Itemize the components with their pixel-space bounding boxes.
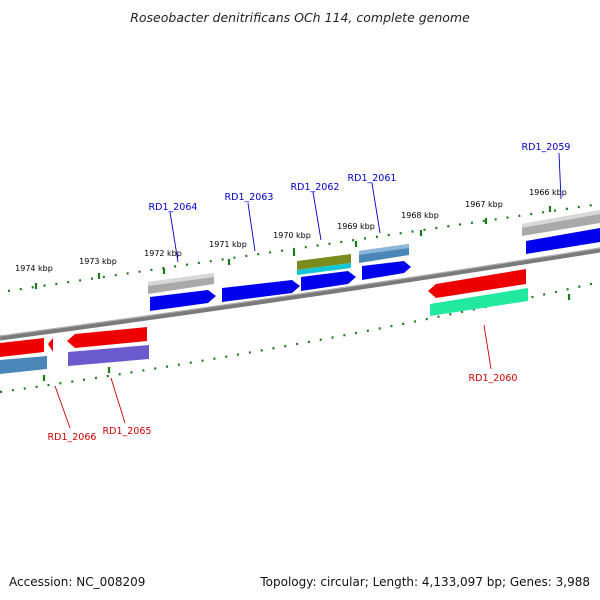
- gene-arrow-blue: [301, 271, 356, 291]
- kbp-label: 1972 kbp: [144, 249, 182, 258]
- gene-arrow-blue: [526, 228, 600, 254]
- label-leaders: [54, 152, 562, 429]
- gene-arrow-blue: [150, 290, 216, 311]
- kbp-label: 1971 kbp: [209, 240, 247, 249]
- gene-feature-olive: [297, 254, 351, 270]
- inner-major-ticks: [42, 294, 571, 381]
- gene-feature-slateblue: [68, 345, 149, 366]
- gene-label: RD1_2064: [149, 202, 198, 213]
- kbp-label: 1967 kbp: [465, 200, 503, 209]
- gene-label: RD1_2063: [225, 192, 274, 203]
- accession-text: Accession: NC_008209: [9, 575, 145, 589]
- gene-labels: RD1_2059 RD1_2060 RD1_2061 RD1_2062 RD1_…: [48, 142, 571, 443]
- gene-label: RD1_2065: [103, 426, 152, 437]
- gene-feature-cyan: [297, 263, 351, 275]
- gene-feature-mint: [430, 288, 528, 316]
- gene-arrow-red: [67, 327, 147, 348]
- reverse-genes: [0, 269, 528, 374]
- kbp-label: 1970 kbp: [273, 231, 311, 240]
- gene-label: RD1_2059: [522, 142, 571, 153]
- inner-tick-ruler: [0, 280, 600, 394]
- kbp-label: 1974 kbp: [15, 264, 53, 273]
- gene-arrow-red: [428, 269, 526, 298]
- gene-arrow-blue: [362, 261, 411, 280]
- forward-genes: [148, 210, 600, 311]
- kbp-labels: 1974 kbp 1973 kbp 1972 kbp 1971 kbp 1970…: [15, 188, 567, 273]
- kbp-label: 1968 kbp: [401, 211, 439, 220]
- map-title: Roseobacter denitrificans OCh 114, compl…: [130, 10, 470, 25]
- outer-major-ticks: [34, 206, 552, 289]
- kbp-label: 1969 kbp: [337, 222, 375, 231]
- genome-backbone: [0, 247, 600, 341]
- kbp-label: 1973 kbp: [79, 257, 117, 266]
- genome-stats-text: Topology: circular; Length: 4,133,097 bp…: [259, 575, 590, 589]
- gene-arrow-red: [48, 338, 53, 352]
- gene-label: RD1_2060: [469, 373, 518, 384]
- gene-feature-steelblue: [0, 356, 47, 374]
- gene-label: RD1_2066: [48, 432, 97, 443]
- gene-label: RD1_2061: [348, 173, 397, 184]
- gene-arrow-red: [0, 338, 44, 357]
- kbp-label: 1966 kbp: [529, 188, 567, 197]
- gene-label: RD1_2062: [291, 182, 340, 193]
- gene-arrow-blue: [222, 280, 300, 302]
- genome-backbone-highlight: [0, 247, 600, 337]
